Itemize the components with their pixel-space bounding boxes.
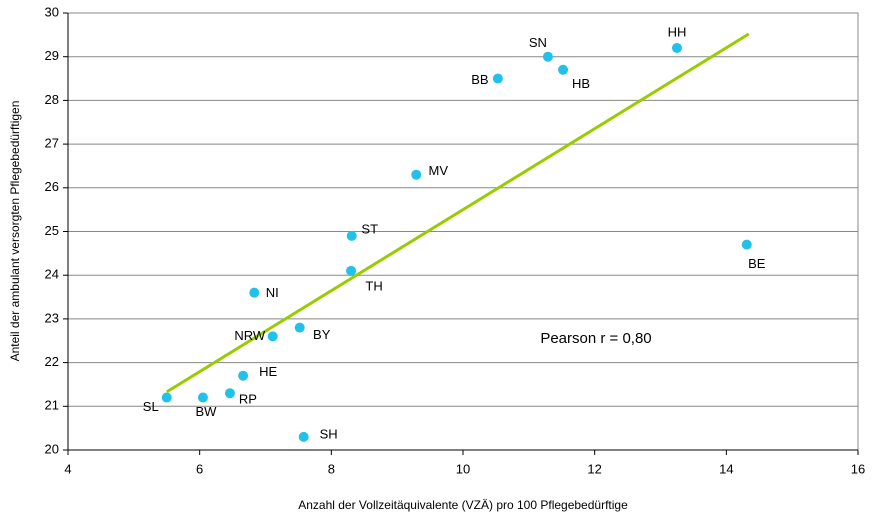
point	[161, 392, 172, 403]
y-tick-label: 25	[45, 223, 59, 238]
point	[542, 51, 553, 62]
y-tick-label: 29	[45, 48, 59, 63]
x-tick-label: 4	[64, 461, 71, 476]
y-tick-label: 23	[45, 310, 59, 325]
point	[346, 265, 357, 276]
point-label: BY	[313, 327, 331, 342]
point-label: NRW	[234, 328, 266, 343]
point-label: MV	[429, 163, 449, 178]
point-label: TH	[365, 278, 382, 293]
point	[671, 42, 682, 53]
point-label: BW	[195, 404, 217, 419]
y-axis-label: Anteil der ambulant versorgten Pflegebed…	[8, 101, 22, 362]
point	[346, 230, 357, 241]
point	[224, 388, 235, 399]
x-tick-label: 16	[851, 461, 865, 476]
x-tick-label: 6	[196, 461, 203, 476]
point	[558, 64, 569, 75]
point	[298, 431, 309, 442]
point-label: BE	[748, 256, 766, 271]
annotation: Pearson r = 0,80	[540, 330, 651, 347]
point-label: NI	[266, 285, 279, 300]
point-label: SN	[529, 35, 547, 50]
y-tick-label: 21	[45, 398, 59, 413]
point	[197, 392, 208, 403]
point-label: HE	[259, 364, 277, 379]
point-label: RP	[239, 392, 257, 407]
x-axis-label: Anzahl der Vollzeitäquivalente (VZÄ) pro…	[298, 498, 628, 512]
y-tick-label: 28	[45, 92, 59, 107]
point-label: SH	[320, 426, 338, 441]
point-label: BB	[471, 72, 488, 87]
point	[249, 287, 260, 298]
x-tick-label: 12	[587, 461, 601, 476]
point-label: SL	[143, 399, 159, 414]
y-tick-label: 26	[45, 179, 59, 194]
x-tick-label: 8	[328, 461, 335, 476]
y-tick-label: 22	[45, 354, 59, 369]
x-tick-label: 10	[456, 461, 470, 476]
point-label: HH	[668, 24, 687, 39]
y-tick-label: 30	[45, 4, 59, 19]
point	[741, 239, 752, 250]
point	[267, 331, 278, 342]
y-tick-label: 24	[45, 267, 59, 282]
trend-line	[165, 32, 750, 394]
y-tick-label: 27	[45, 136, 59, 151]
y-tick-label: 20	[45, 441, 59, 456]
x-tick-label: 14	[719, 461, 733, 476]
point	[238, 370, 249, 381]
point-label: HB	[572, 76, 590, 91]
point-label: ST	[361, 221, 378, 236]
point	[492, 73, 503, 84]
point	[294, 322, 305, 333]
point	[411, 169, 422, 180]
